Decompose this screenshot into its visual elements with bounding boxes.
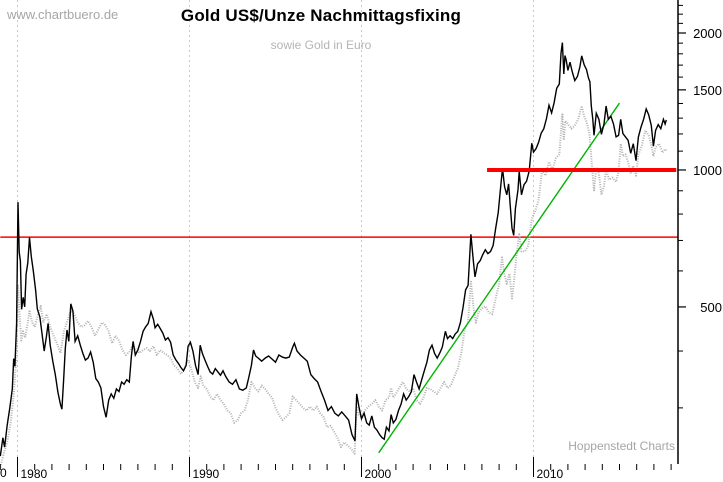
usd-series-line: [0, 42, 667, 457]
y-axis-tick-label-2000: 2000: [693, 26, 722, 41]
chart-header: Gold US$/Unze Nachmittagsfixing sowie Go…: [0, 6, 642, 52]
x-axis-year-label-2010: 2010: [537, 467, 564, 481]
y-axis-tick-label-1000: 1000: [693, 163, 722, 178]
credit-label: Hoppenstedt Charts: [568, 439, 675, 453]
y-axis-tick-label-1500: 1500: [693, 83, 722, 98]
green-trendline: [378, 102, 621, 454]
chart-title: Gold US$/Unze Nachmittagsfixing: [180, 6, 462, 25]
y-axis-tick-label-500: 500: [700, 300, 722, 315]
x-axis-partial-left-label: 0: [0, 466, 7, 480]
watermark: www.chartbuero.de: [7, 7, 119, 22]
eur-series-line: [0, 105, 668, 468]
chart-subtitle: sowie Gold in Euro: [270, 38, 372, 52]
x-axis-year-label-1990: 1990: [193, 467, 220, 481]
x-axis-year-label-1980: 1980: [21, 467, 48, 481]
x-axis-year-label-2000: 2000: [365, 467, 392, 481]
